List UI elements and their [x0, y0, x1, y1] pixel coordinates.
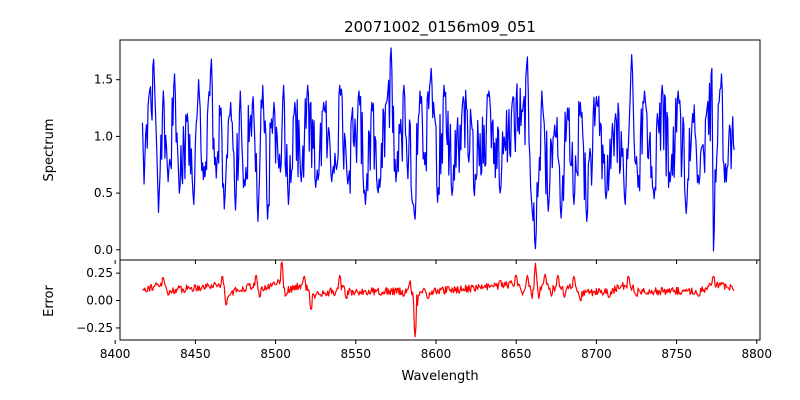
x-tick-label: 8600 [421, 347, 452, 361]
error-panel: 8400 8450 8500 8550 8600 8650 8700 8750 8800 −0.2… [42, 259, 772, 361]
x-tick-label: 8400 [100, 347, 131, 361]
spectrum-grid: 0.0 0.5 1.0 1.5 [94, 73, 758, 264]
error-axes-frame [119, 259, 761, 341]
spectrum-y-tick-label: 0.0 [94, 243, 113, 257]
spectrum-line [141, 47, 735, 252]
error-y-tick-label: 0.25 [86, 266, 113, 280]
error-series [142, 261, 735, 338]
x-tick-label: 8450 [180, 347, 211, 361]
x-tick-label: 8550 [341, 347, 372, 361]
spectrum-series [141, 47, 735, 252]
error-grid: 8400 8450 8500 8550 8600 8650 8700 8750 8800 −0.2… [76, 266, 772, 361]
spectrum-y-axis-label: Spectrum [42, 119, 57, 182]
x-tick-label: 8800 [742, 347, 773, 361]
error-line [142, 261, 735, 338]
x-axis-label: Wavelength [401, 369, 478, 384]
figure-title: 20071002_0156m09_051 [344, 18, 536, 37]
x-tick-label: 8750 [661, 347, 692, 361]
error-y-tick-label: −0.25 [76, 321, 113, 335]
x-tick-label: 8500 [260, 347, 291, 361]
error-y-tick-label: 0.00 [86, 294, 113, 308]
spectrum-y-tick-label: 1.0 [94, 129, 113, 143]
error-y-axis-label: Error [42, 285, 57, 317]
spectrum-y-tick-label: 1.5 [94, 73, 113, 87]
x-tick-label: 8700 [581, 347, 612, 361]
spectrum-y-tick-label: 0.5 [94, 186, 113, 200]
x-tick-label: 8650 [501, 347, 532, 361]
